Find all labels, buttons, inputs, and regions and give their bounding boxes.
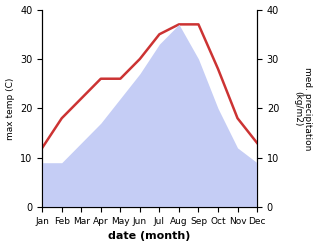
X-axis label: date (month): date (month) — [108, 231, 191, 242]
Y-axis label: med. precipitation
(kg/m2): med. precipitation (kg/m2) — [293, 67, 313, 150]
Y-axis label: max temp (C): max temp (C) — [5, 77, 15, 140]
